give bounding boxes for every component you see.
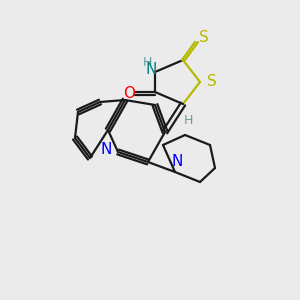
Text: H: H xyxy=(142,56,152,68)
Text: N: N xyxy=(171,154,183,169)
Text: H: H xyxy=(183,113,193,127)
Text: S: S xyxy=(199,31,209,46)
Text: S: S xyxy=(207,74,217,89)
Text: N: N xyxy=(145,62,157,77)
Text: N: N xyxy=(100,142,112,158)
Text: O: O xyxy=(123,85,135,100)
